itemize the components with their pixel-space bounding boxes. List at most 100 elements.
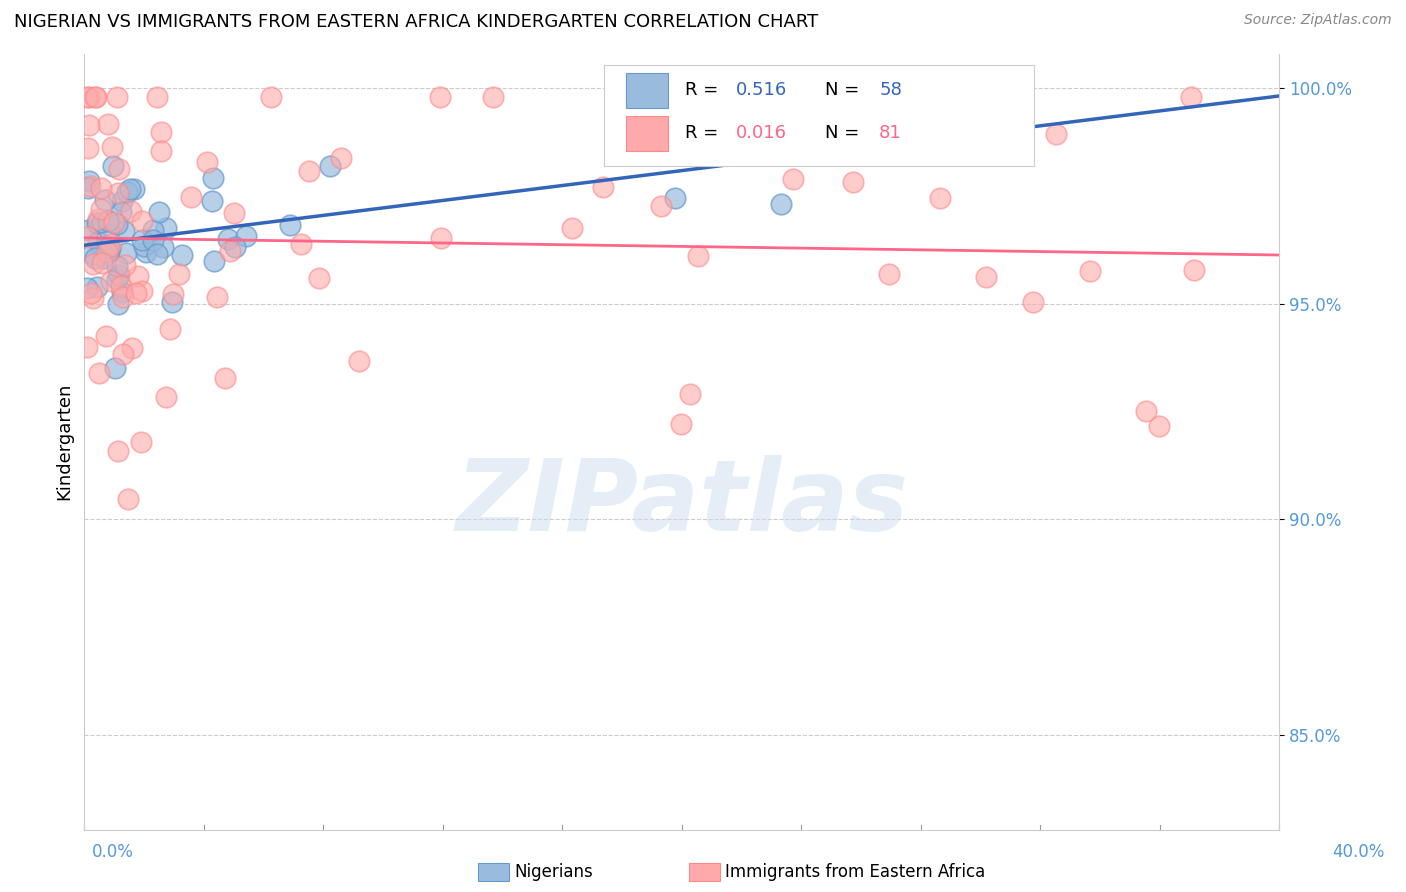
Point [87, 235, 110, 249]
Point [482, 89, 505, 103]
Point [84, 89, 107, 103]
Point [664, 191, 686, 205]
Text: 0.516: 0.516 [735, 81, 787, 99]
Point [87, 367, 110, 381]
Y-axis label: Kindergarten: Kindergarten [55, 383, 73, 500]
Point [929, 191, 952, 205]
Text: NIGERIAN VS IMMIGRANTS FROM EASTERN AFRICA KINDERGARTEN CORRELATION CHART: NIGERIAN VS IMMIGRANTS FROM EASTERN AFRI… [14, 13, 818, 31]
Point [84, 89, 107, 103]
Point [115, 245, 138, 260]
Point [650, 198, 672, 212]
Point [112, 224, 135, 238]
Bar [626, 73, 668, 108]
Point [84, 251, 107, 265]
Text: R =: R = [686, 124, 724, 142]
Point [217, 232, 239, 246]
Point [122, 182, 145, 196]
Point [100, 274, 122, 288]
Text: R =: R = [686, 81, 724, 99]
Point [97, 117, 120, 131]
Point [100, 140, 122, 154]
Point [142, 222, 165, 236]
Point [90, 215, 112, 229]
Point [111, 285, 134, 299]
Point [120, 203, 142, 218]
Point [752, 89, 775, 103]
Point [155, 221, 177, 235]
Point [91, 256, 114, 270]
Point [148, 205, 170, 219]
Point [218, 244, 240, 259]
Point [290, 237, 312, 252]
Text: ZIPatlas: ZIPatlas [456, 455, 908, 552]
Point [172, 248, 194, 262]
Point [120, 182, 142, 196]
Point [1045, 127, 1067, 141]
Point [112, 290, 135, 304]
Point [146, 247, 169, 261]
Point [111, 194, 134, 209]
Point [129, 434, 152, 449]
Point [686, 249, 709, 263]
Point [105, 89, 128, 103]
Point [167, 267, 190, 281]
Point [886, 119, 908, 133]
Point [77, 141, 100, 155]
Point [77, 174, 100, 188]
Text: Nigerians: Nigerians [515, 863, 593, 881]
Point [152, 240, 174, 254]
Point [111, 347, 134, 361]
Point [150, 125, 173, 139]
Point [101, 159, 124, 173]
Point [82, 291, 104, 305]
Point [90, 181, 112, 195]
Point [94, 328, 117, 343]
Point [77, 181, 100, 195]
Point [657, 145, 679, 160]
Point [278, 218, 301, 232]
Point [671, 417, 693, 431]
Point [80, 247, 103, 261]
Point [149, 145, 172, 159]
Point [107, 260, 129, 274]
Point [107, 444, 129, 458]
Point [107, 186, 129, 200]
Point [114, 258, 136, 272]
Point [1147, 418, 1170, 433]
Point [105, 272, 128, 286]
Point [105, 217, 128, 231]
Point [125, 286, 148, 301]
Point [134, 245, 156, 260]
Point [76, 230, 98, 244]
Point [108, 268, 131, 282]
Text: 0.016: 0.016 [735, 124, 787, 142]
Text: N =: N = [825, 81, 865, 99]
Point [160, 294, 183, 309]
Point [976, 270, 998, 285]
Point [90, 242, 112, 256]
FancyBboxPatch shape [605, 65, 1035, 166]
Point [146, 89, 169, 103]
Point [97, 214, 120, 228]
Point [103, 214, 125, 228]
Point [159, 322, 181, 336]
Point [308, 271, 330, 285]
Point [298, 164, 321, 178]
Point [98, 223, 121, 237]
Point [127, 268, 149, 283]
Point [79, 285, 101, 300]
Point [104, 361, 127, 376]
Point [91, 252, 114, 266]
Point [1078, 264, 1101, 278]
Point [330, 151, 353, 165]
Point [235, 228, 257, 243]
Point [131, 233, 153, 247]
Point [121, 341, 143, 355]
Point [214, 371, 236, 385]
Text: N =: N = [825, 124, 865, 142]
Point [592, 180, 614, 194]
Point [224, 206, 246, 220]
Point [1182, 263, 1205, 277]
Point [108, 161, 131, 176]
Text: Immigrants from Eastern Africa: Immigrants from Eastern Africa [725, 863, 986, 881]
